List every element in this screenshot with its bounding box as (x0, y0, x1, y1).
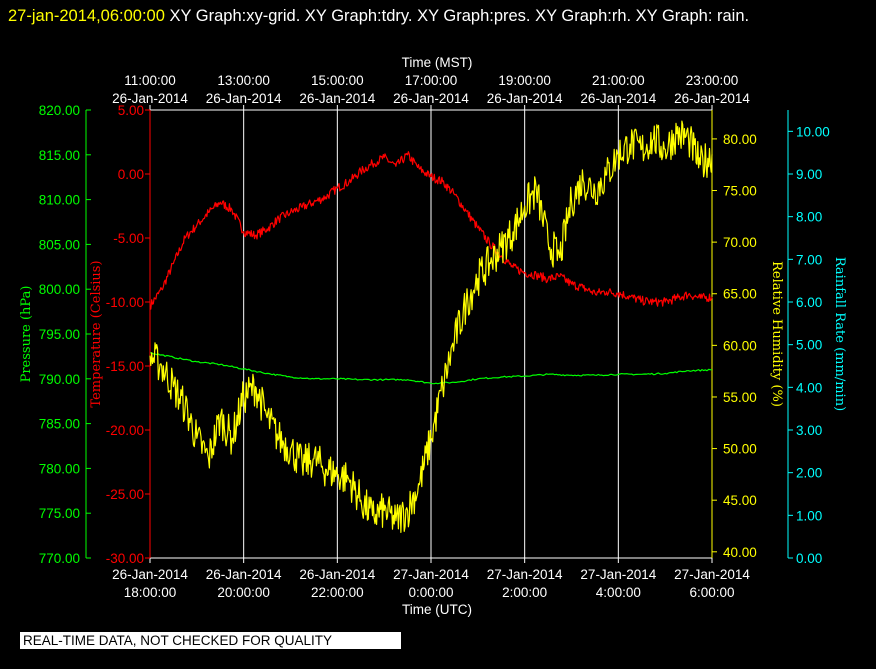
x-axis-label-utc: Time (UTC) (402, 602, 472, 617)
rain-tick-label: 3.00 (796, 423, 822, 438)
temperature-axis-title: Temperature (Celsius) (89, 260, 104, 407)
pressure-tick-label: 780.00 (39, 461, 80, 476)
humidity-tick-label: 70.00 (723, 235, 757, 250)
humidity-tick-label: 65.00 (723, 287, 757, 302)
pressure-axis-title: Pressure (hPa) (19, 286, 34, 383)
humidity-tick-label: 75.00 (723, 184, 757, 199)
graph-titles: XY Graph:xy-grid. XY Graph:tdry. XY Grap… (169, 7, 750, 25)
temperature-tick-label: -25.00 (106, 487, 144, 502)
rain-tick-label: 5.00 (796, 338, 822, 353)
series-line-pres (149, 352, 713, 385)
x-top-tick-label-time: 13:00:00 (217, 73, 270, 88)
x-tick-label-date: 27-Jan-2014 (580, 567, 656, 582)
pressure-tick-label: 775.00 (39, 506, 80, 521)
pressure-tick-label: 815.00 (39, 148, 80, 163)
x-tick-label-date: 26-Jan-2014 (206, 567, 282, 582)
rain-tick-label: 2.00 (796, 466, 822, 481)
humidity-tick-label: 60.00 (723, 338, 757, 353)
rain-axis-title: Rainfall Rate (mm/min) (832, 257, 847, 411)
temperature-tick-label: 5.00 (118, 103, 144, 118)
temperature-tick-label: -5.00 (113, 231, 144, 246)
pressure-tick-label: 795.00 (39, 327, 80, 342)
pressure-tick-label: 820.00 (39, 103, 80, 118)
pressure-tick-label: 790.00 (39, 372, 80, 387)
x-top-tick-label-date: 26-Jan-2014 (299, 91, 375, 106)
pressure-tick-label: 785.00 (39, 417, 80, 432)
x-top-tick-label-time: 23:00:00 (686, 73, 739, 88)
x-tick-label-time: 0:00:00 (408, 585, 453, 600)
x-tick-label-time: 18:00:00 (124, 585, 177, 600)
rain-tick-label: 7.00 (796, 252, 822, 267)
humidity-tick-label: 40.00 (723, 545, 757, 560)
grid (243, 110, 619, 558)
temperature-tick-label: -30.00 (106, 551, 144, 566)
pressure-tick-label: 800.00 (39, 282, 80, 297)
x-top-tick-label-time: 15:00:00 (311, 73, 364, 88)
rain-tick-label: 6.00 (796, 295, 822, 310)
humidity-tick-label: 80.00 (723, 132, 757, 147)
temperature-tick-label: -10.00 (106, 295, 144, 310)
timestamp-label: 27-jan-2014,06:00:00 (8, 7, 165, 25)
rain-tick-label: 10.00 (796, 124, 830, 139)
temperature-tick-label: -15.00 (106, 359, 144, 374)
humidity-tick-label: 45.00 (723, 493, 757, 508)
x-top-tick-label-date: 26-Jan-2014 (393, 91, 469, 106)
x-top-tick-label-time: 19:00:00 (498, 73, 551, 88)
humidity-axis-title: Relative Humidity (%) (769, 261, 784, 407)
rain-tick-label: 8.00 (796, 210, 822, 225)
x-top-tick-label-time: 21:00:00 (592, 73, 645, 88)
humidity-tick-label: 55.00 (723, 390, 757, 405)
x-tick-label-time: 6:00:00 (689, 585, 734, 600)
page-header: 27-jan-2014,06:00:00 XY Graph:xy-grid. X… (8, 2, 868, 31)
x-tick-label-date: 27-Jan-2014 (674, 567, 750, 582)
x-top-tick-label-date: 26-Jan-2014 (206, 91, 282, 106)
x-top-tick-label-date: 26-Jan-2014 (580, 91, 656, 106)
x-top-tick-label-date: 26-Jan-2014 (112, 91, 188, 106)
pressure-tick-label: 770.00 (39, 551, 80, 566)
x-top-tick-label-time: 17:00:00 (405, 73, 458, 88)
series (149, 120, 713, 534)
x-top-tick-label-time: 11:00:00 (124, 73, 176, 88)
humidity-tick-label: 50.00 (723, 442, 757, 457)
rain-tick-label: 0.00 (796, 551, 822, 566)
x-tick-label-time: 2:00:00 (502, 585, 547, 600)
x-tick-label-date: 27-Jan-2014 (393, 567, 469, 582)
series-line-rh (149, 120, 713, 534)
series-line-tdry (149, 151, 713, 310)
x-tick-label-time: 4:00:00 (596, 585, 641, 600)
x-axis-label-mst: Time (MST) (402, 55, 473, 70)
x-tick-label-time: 20:00:00 (217, 585, 270, 600)
x-tick-label-date: 27-Jan-2014 (487, 567, 563, 582)
qc-banner: REAL-TIME DATA, NOT CHECKED FOR QUALITY (20, 632, 401, 649)
temperature-tick-label: -20.00 (106, 423, 144, 438)
x-tick-label-date: 26-Jan-2014 (299, 567, 375, 582)
x-tick-label-time: 22:00:00 (311, 585, 364, 600)
temperature-tick-label: 0.00 (118, 167, 144, 182)
pressure-tick-label: 810.00 (39, 193, 80, 208)
rain-tick-label: 4.00 (796, 380, 822, 395)
x-tick-label-date: 26-Jan-2014 (112, 567, 188, 582)
x-top-tick-label-date: 26-Jan-2014 (487, 91, 563, 106)
rain-tick-label: 1.00 (796, 508, 822, 523)
pressure-tick-label: 805.00 (39, 237, 80, 252)
x-top-tick-label-date: 26-Jan-2014 (674, 91, 750, 106)
rain-tick-label: 9.00 (796, 167, 822, 182)
axes: 26-Jan-2014 18:00:00 11:00:00 26-Jan-2014 26… (19, 55, 847, 617)
